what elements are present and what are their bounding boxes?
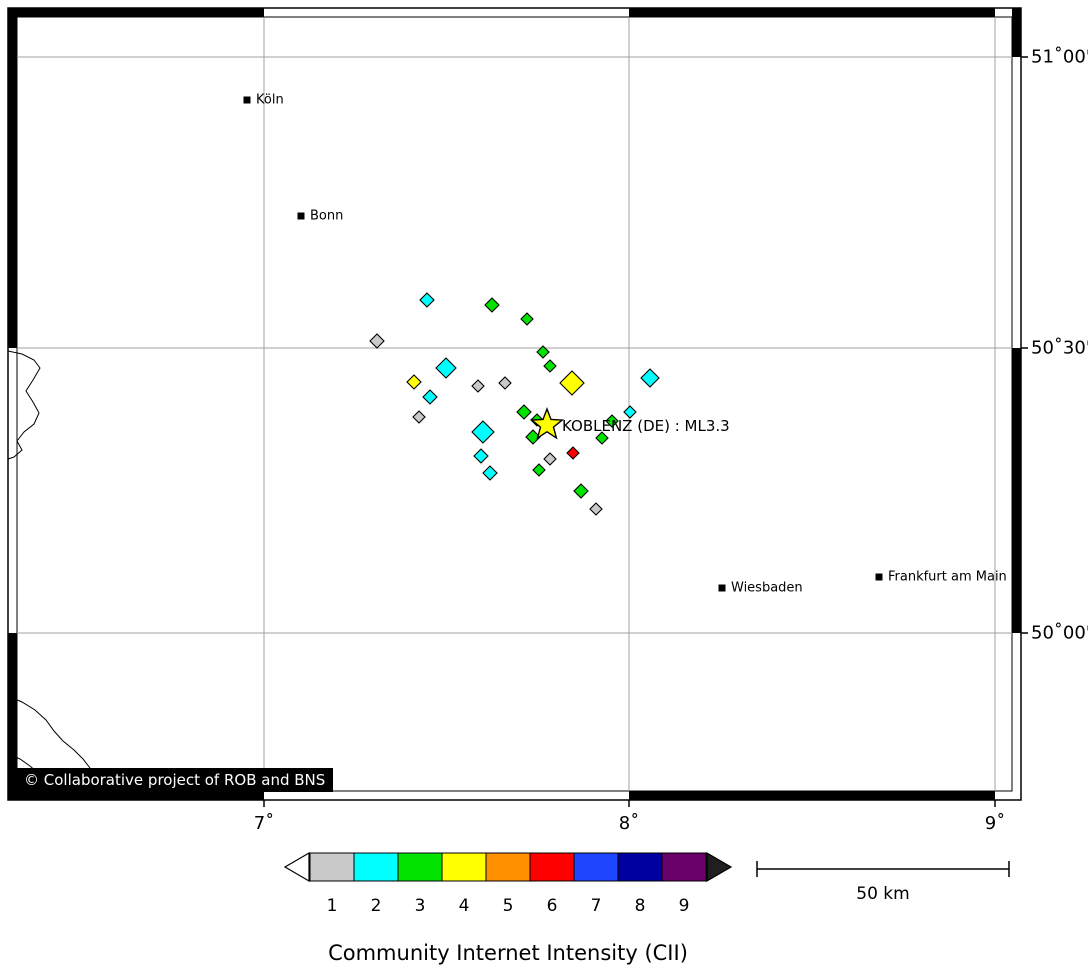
- cii-report-marker: [435, 357, 457, 379]
- copyright-label: © Collaborative project of ROB and BNS: [16, 768, 334, 792]
- colorbar-segment: [309, 852, 355, 882]
- cii-report-marker: [520, 312, 534, 326]
- cii-report-marker: [543, 359, 557, 373]
- distance-scale: [756, 861, 1010, 877]
- colorbar-segment: [529, 852, 575, 882]
- city-square-marker: [875, 573, 883, 581]
- colorbar-max-cap: [706, 851, 733, 883]
- cii-report-marker: [422, 389, 438, 405]
- cii-report-marker: [532, 463, 546, 477]
- city-markers: [243, 96, 883, 592]
- cii-report-marker: [498, 376, 512, 390]
- cii-report-marker: [369, 333, 385, 349]
- colorbar-segment: [441, 852, 487, 882]
- cii-report-marker: [605, 414, 619, 428]
- frame-segment: [8, 8, 264, 17]
- frame-inner-line: [16, 16, 1013, 792]
- cii-report-marker: [482, 465, 498, 481]
- cii-report-marker: [419, 292, 435, 308]
- cii-colorbar: [283, 851, 733, 883]
- colorbar-segment: [397, 852, 443, 882]
- frame-segment: [629, 8, 995, 17]
- cii-report-marker: [589, 502, 603, 516]
- graticule: [17, 17, 1028, 807]
- country-border-line: [7, 350, 41, 460]
- frame-segment: [1012, 8, 1021, 57]
- map-frame: [7, 7, 1022, 801]
- city-square-marker: [243, 96, 251, 104]
- cii-report-marker: [484, 297, 500, 313]
- cii-report-marker: [516, 404, 532, 420]
- cii-report-marker: [406, 374, 422, 390]
- cii-report-marker: [559, 370, 585, 396]
- colorbar-segment: [617, 852, 663, 882]
- cii-report-marker: [595, 431, 609, 445]
- colorbar-min-cap: [283, 851, 310, 883]
- colorbar-segment: [661, 852, 707, 882]
- cii-report-marker: [543, 452, 557, 466]
- colorbar-segment: [353, 852, 399, 882]
- cii-report-marker: [471, 379, 485, 393]
- cii-report-marker: [623, 405, 637, 419]
- cii-report-marker: [471, 420, 495, 444]
- legend-title: Community Internet Intensity (CII): [328, 941, 688, 965]
- frame-segment: [1012, 348, 1021, 633]
- frame-segment: [8, 791, 264, 800]
- frame-segment: [629, 791, 995, 800]
- frame-segment: [8, 8, 17, 348]
- city-square-marker: [718, 584, 726, 592]
- cii-report-marker: [473, 448, 489, 464]
- epicenter: [529, 407, 565, 440]
- city-square-marker: [297, 212, 305, 220]
- country-borders: [7, 350, 95, 777]
- cii-report-marker: [573, 483, 589, 499]
- cii-report-marker: [640, 368, 660, 388]
- cii-report-marker: [412, 410, 426, 424]
- distance-scale-label: 50 km: [856, 884, 910, 904]
- cii-report-marker: [536, 345, 550, 359]
- frame-segment: [8, 633, 17, 800]
- cii-report-marker: [566, 446, 580, 460]
- cii-report-marker: [525, 429, 541, 445]
- intensity-markers: [369, 292, 660, 516]
- country-border-line: [7, 695, 95, 777]
- epicenter-star: [529, 407, 565, 440]
- colorbar-segment: [485, 852, 531, 882]
- colorbar-segment: [573, 852, 619, 882]
- frame-outer-line: [7, 7, 1022, 801]
